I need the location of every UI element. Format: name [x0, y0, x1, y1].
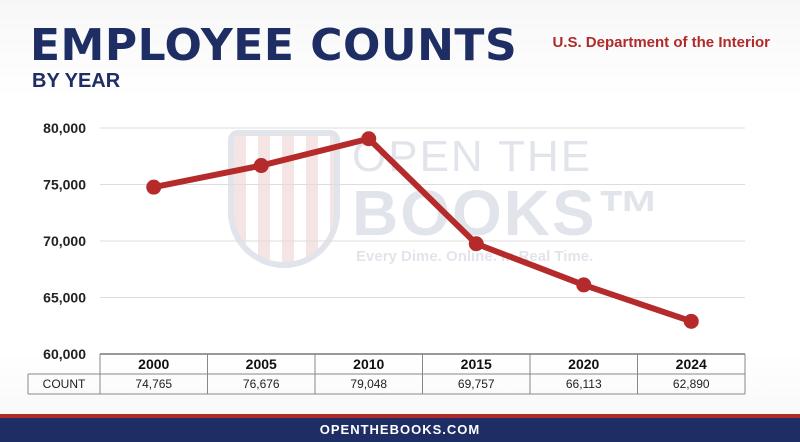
x-tick-label: 2015	[461, 356, 492, 372]
x-tick-label: 2020	[568, 356, 599, 372]
x-tick-label: 2010	[353, 356, 384, 372]
data-point	[253, 158, 269, 174]
x-tick-label: 2000	[138, 356, 169, 372]
y-tick-label: 65,000	[43, 290, 86, 306]
y-tick-label: 75,000	[43, 177, 86, 193]
data-value-label: 79,048	[350, 377, 387, 391]
y-tick-label: 60,000	[43, 346, 86, 362]
table-row-label: COUNT	[43, 377, 86, 391]
data-point	[146, 179, 162, 195]
agency-name: U.S. Department of the Interior	[552, 34, 770, 51]
series-line	[150, 135, 695, 325]
footer-site-link[interactable]: OPENTHEBOOKS.COM	[319, 422, 481, 437]
footer-bar: OPENTHEBOOKS.COM	[0, 414, 800, 442]
data-value-label: 69,757	[458, 377, 495, 391]
x-tick-label: 2005	[246, 356, 277, 372]
y-tick-label: 80,000	[43, 120, 86, 136]
data-value-label: 76,676	[243, 377, 280, 391]
data-value-label: 62,890	[673, 377, 710, 391]
data-point	[683, 313, 699, 329]
x-tick-label: 2024	[676, 356, 707, 372]
data-point	[576, 277, 592, 293]
chart-subtitle: BY YEAR	[32, 70, 121, 92]
chart-title: EMPLOYEE COUNTS	[30, 20, 518, 71]
data-value-label: 74,765	[135, 377, 172, 391]
data-value-label: 66,113	[566, 377, 602, 391]
data-point	[468, 236, 484, 252]
data-point	[361, 131, 377, 147]
y-tick-label: 70,000	[43, 233, 86, 249]
